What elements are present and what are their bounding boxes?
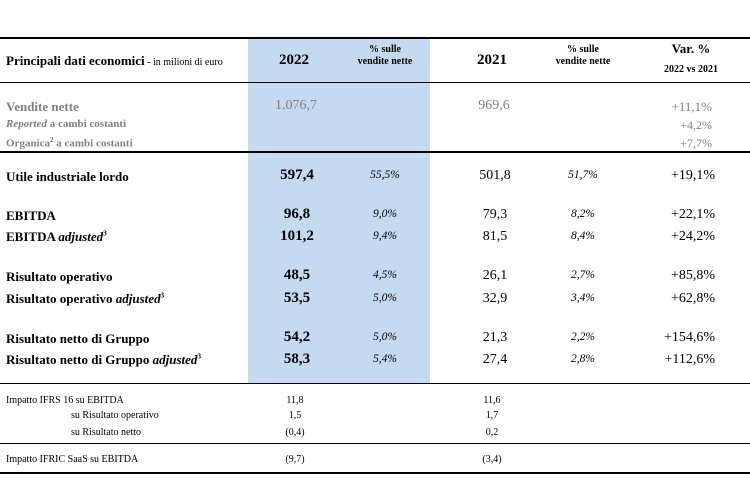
ifrs-value-2021: 11,6: [483, 395, 501, 406]
pct-2021: 2,7%: [571, 269, 595, 281]
value-2021: 501,8: [479, 168, 511, 183]
value-2021: 32,9: [482, 291, 508, 306]
pct-2022: 4,5%: [373, 269, 397, 281]
value-2022: 58,3: [283, 351, 311, 367]
rule-top: [0, 37, 750, 39]
pct-2022: 5,0%: [373, 292, 397, 304]
value-2021: 26,1: [482, 268, 508, 283]
ifrs-label: Impatto IFRS 16 su EBITDA: [6, 395, 124, 406]
row-label: Risultato netto di Gruppo: [6, 331, 150, 346]
header-var-sub: 2022 vs 2021: [664, 64, 718, 75]
ifrs-label: su Risultato operativo: [71, 410, 159, 421]
value-var: +19,1%: [670, 168, 715, 183]
table-title: Principali dati economici - in milioni d…: [6, 53, 223, 68]
header-pct-2021: % sulle vendite nette: [555, 44, 611, 67]
header-pct-2022: % sulle vendite nette: [357, 44, 413, 67]
value-var: +7,7%: [680, 136, 712, 150]
rule-ifrs-bottom: [0, 443, 750, 444]
value-2022: 1.076,7: [275, 98, 317, 113]
value-2022: 101,2: [280, 228, 314, 244]
rule-bottom: [0, 472, 750, 474]
pct-2022: 9,0%: [373, 208, 397, 220]
row-label: Reported a cambi costanti: [6, 118, 127, 130]
pct-2022: 9,4%: [373, 230, 397, 242]
ifrs-value-2022: (0,4): [285, 427, 305, 438]
value-var: +154,6%: [663, 330, 715, 345]
pct-2022: 5,0%: [373, 331, 397, 343]
ifric-value-2022: (9,7): [285, 454, 305, 465]
ifrs-value-2021: 1,7: [485, 410, 499, 421]
rule-main-bottom: [0, 383, 750, 384]
row-label: Risultato netto di Gruppo adjusted3: [6, 352, 201, 367]
pct-2022: 55,5%: [370, 169, 400, 181]
row-label: Vendite nette: [6, 99, 79, 114]
value-2021: 27,4: [482, 352, 508, 367]
pct-2021: 8,4%: [571, 230, 595, 242]
value-2021: 79,3: [482, 207, 508, 222]
row-label: Organica2 a cambi costanti: [6, 136, 133, 150]
ifrs-value-2021: 0,2: [485, 427, 499, 438]
ifric-label: Impatto IFRIC SaaS su EBITDA: [6, 454, 139, 465]
value-var: +62,8%: [670, 291, 715, 306]
row-label: Utile industriale lordo: [6, 169, 129, 184]
highlight-2022-column: [248, 38, 430, 383]
rule-header-bottom: [0, 82, 750, 83]
header-year-2021: 2021: [477, 52, 507, 68]
value-var: +4,2%: [680, 118, 712, 132]
value-var: +85,8%: [670, 268, 715, 283]
header-var: Var. %: [671, 41, 711, 56]
row-label: Risultato operativo: [6, 269, 113, 284]
value-2021: 969,6: [478, 98, 510, 113]
value-var: +24,2%: [670, 229, 715, 244]
value-2022: 53,5: [283, 290, 311, 306]
pct-2021: 8,2%: [571, 208, 595, 220]
pct-2022: 5,4%: [373, 353, 397, 365]
value-var: +112,6%: [664, 352, 715, 367]
value-var: +22,1%: [670, 207, 715, 222]
value-2021: 21,3: [482, 330, 508, 345]
ifrs-label: su Risultato netto: [71, 427, 141, 438]
header-year-2022: 2022: [279, 52, 309, 68]
value-2022: 96,8: [283, 206, 311, 222]
value-2022: 54,2: [283, 329, 311, 345]
row-label: EBITDA adjusted3: [6, 229, 107, 244]
value-2021: 81,5: [482, 229, 508, 244]
row-label: Risultato operativo adjusted3: [6, 291, 165, 306]
pct-2021: 51,7%: [568, 169, 598, 181]
value-2022: 597,4: [280, 167, 314, 183]
pct-2021: 3,4%: [571, 292, 595, 304]
pct-2021: 2,2%: [571, 331, 595, 343]
ifrs-value-2022: 11,8: [286, 395, 304, 406]
value-2022: 48,5: [283, 267, 311, 283]
value-var: +11,1%: [671, 99, 712, 114]
rule-sales-bottom: [0, 151, 750, 153]
ifrs-value-2022: 1,5: [288, 410, 302, 421]
row-label: EBITDA: [6, 208, 56, 223]
pct-2021: 2,8%: [571, 353, 595, 365]
ifric-value-2021: (3,4): [482, 454, 502, 465]
